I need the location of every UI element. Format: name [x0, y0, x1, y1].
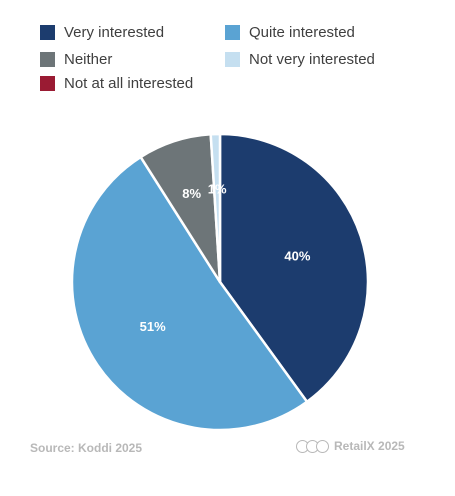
- source-note: Source: Koddi 2025: [30, 441, 143, 455]
- brand-watermark: RetailX 2025: [296, 439, 405, 453]
- legend-item-neither: Neither: [40, 51, 112, 68]
- legend-swatch: [225, 25, 240, 40]
- pie-slice-not-very-interested: [209, 132, 222, 284]
- legend-item-very-interested: Very interested: [40, 24, 164, 41]
- legend-label: Not at all interested: [64, 75, 194, 92]
- legend-label: Very interested: [64, 24, 165, 41]
- slice-label-very-interested: 40%: [284, 248, 310, 263]
- legend-item-quite-interested: Quite interested: [225, 24, 355, 41]
- legend-swatch: [40, 25, 55, 40]
- legend-item-not-very-interested: Not very interested: [225, 51, 375, 68]
- pie-chart: 40% 51% 8% 1%: [70, 132, 370, 432]
- legend-swatch: [40, 76, 55, 91]
- slice-label-quite-interested: 51%: [140, 319, 166, 334]
- legend-swatch: [225, 52, 240, 67]
- pie-slice-very-interested: [218, 132, 370, 403]
- chart-legend: Very interested Quite interested Neither…: [40, 24, 440, 96]
- legend-label: Not very interested: [249, 51, 375, 68]
- brand-text: RetailX 2025: [334, 439, 405, 453]
- legend-label: Quite interested: [249, 24, 355, 41]
- slice-label-not-very-interested: 1%: [208, 182, 227, 197]
- creative-commons-icon: [296, 439, 329, 453]
- slice-label-neither: 8%: [182, 186, 201, 201]
- legend-label: Neither: [64, 51, 113, 68]
- chart-footer: Source: Koddi 2025 RetailX 2025: [0, 436, 455, 460]
- pie-slice-quite-interested: [70, 155, 309, 432]
- legend-item-not-at-all-interested: Not at all interested: [40, 75, 193, 92]
- legend-swatch: [40, 52, 55, 67]
